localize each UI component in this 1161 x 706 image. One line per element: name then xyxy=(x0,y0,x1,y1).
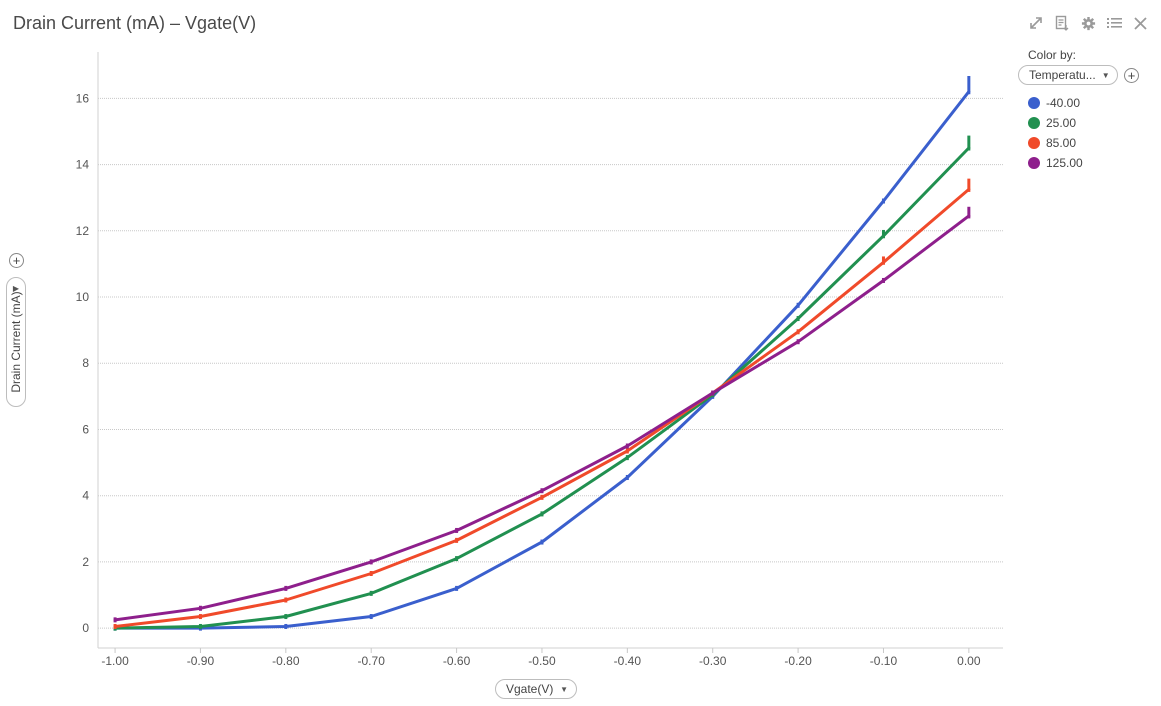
x-tick-label: -0.10 xyxy=(870,654,898,668)
x-tick-label: -0.60 xyxy=(443,654,471,668)
legend-items: -40.00 25.00 85.00 125.00 xyxy=(1028,93,1153,173)
series-lines xyxy=(113,75,971,631)
legend-item[interactable]: 25.00 xyxy=(1028,113,1153,133)
legend-panel: Color by: Temperatu... ▼ + -40.00 25.00 85… xyxy=(1018,48,1153,173)
x-axis-selector[interactable]: Vgate(V) ▼ xyxy=(495,679,577,699)
legend-swatch xyxy=(1028,137,1040,149)
y-tick-label: 4 xyxy=(82,489,89,503)
legend-label: 125.00 xyxy=(1046,156,1083,170)
series-line xyxy=(113,90,971,630)
x-tick-label: -0.40 xyxy=(614,654,642,668)
y-tick-label: 10 xyxy=(76,290,90,304)
x-axis-control: Vgate(V) ▼ xyxy=(495,679,577,699)
y-tick-label: 6 xyxy=(82,422,89,436)
y-tick-label: 0 xyxy=(82,621,89,635)
legend-swatch xyxy=(1028,157,1040,169)
y-tick-label: 14 xyxy=(76,158,90,172)
legend-label: 85.00 xyxy=(1046,136,1077,150)
x-tick-label: -0.80 xyxy=(272,654,300,668)
series-line xyxy=(113,146,971,630)
x-tick-label: -0.50 xyxy=(528,654,556,668)
color-by-label: Color by: xyxy=(1028,48,1077,62)
list-icon[interactable] xyxy=(1105,14,1123,32)
chevron-down-icon: ▶ xyxy=(12,284,20,293)
visualization-toolbar xyxy=(1027,14,1149,32)
expand-icon[interactable] xyxy=(1027,14,1045,32)
color-by-value: Temperatu... xyxy=(1029,68,1096,82)
color-by-selector[interactable]: Temperatu... ▼ xyxy=(1018,65,1118,85)
legend-item[interactable]: 125.00 xyxy=(1028,153,1153,173)
legend-label: -40.00 xyxy=(1046,96,1081,110)
legend-swatch xyxy=(1028,97,1040,109)
chart-title: Drain Current (mA) – Vgate(V) xyxy=(13,13,257,33)
y-axis-selector[interactable]: ▶ Drain Current (mA) xyxy=(6,277,26,407)
x-tick-label: -0.90 xyxy=(187,654,215,668)
y-tick-label: 16 xyxy=(76,91,90,105)
y-tick-label: 8 xyxy=(82,356,89,370)
y-axis-label: Drain Current (mA) xyxy=(9,291,23,393)
chevron-down-icon: ▼ xyxy=(1101,70,1110,80)
add-color-icon[interactable]: + xyxy=(1124,67,1139,83)
gear-icon[interactable] xyxy=(1079,14,1097,32)
close-icon[interactable] xyxy=(1131,14,1149,32)
axes: 0 2 4 6 8 10 12 14 16 -1.00 -0.90 -0.80 -0.70 -0.60 -0… xyxy=(76,52,1003,668)
y-tick-label: 2 xyxy=(82,555,89,569)
legend-swatch xyxy=(1028,117,1040,129)
x-tick-label: -0.30 xyxy=(699,654,727,668)
x-tick-label: -0.70 xyxy=(358,654,386,668)
legend-item[interactable]: 85.00 xyxy=(1028,133,1153,153)
x-tick-label: 0.00 xyxy=(957,654,981,668)
chevron-down-icon: ▼ xyxy=(560,684,568,694)
y-tick-label: 12 xyxy=(76,224,90,238)
grid-lines xyxy=(98,97,1003,629)
legend-label: 25.00 xyxy=(1046,116,1077,130)
series-group xyxy=(113,178,971,629)
x-tick-label: -0.20 xyxy=(784,654,812,668)
x-tick-label: -1.00 xyxy=(101,654,129,668)
add-y-axis-icon[interactable]: + xyxy=(9,253,24,268)
export-icon[interactable] xyxy=(1053,14,1071,32)
series-group xyxy=(113,206,971,623)
x-axis-label: Vgate(V) xyxy=(506,682,554,696)
legend-item[interactable]: -40.00 xyxy=(1028,93,1153,113)
series-group xyxy=(113,135,971,631)
series-group xyxy=(113,75,971,631)
